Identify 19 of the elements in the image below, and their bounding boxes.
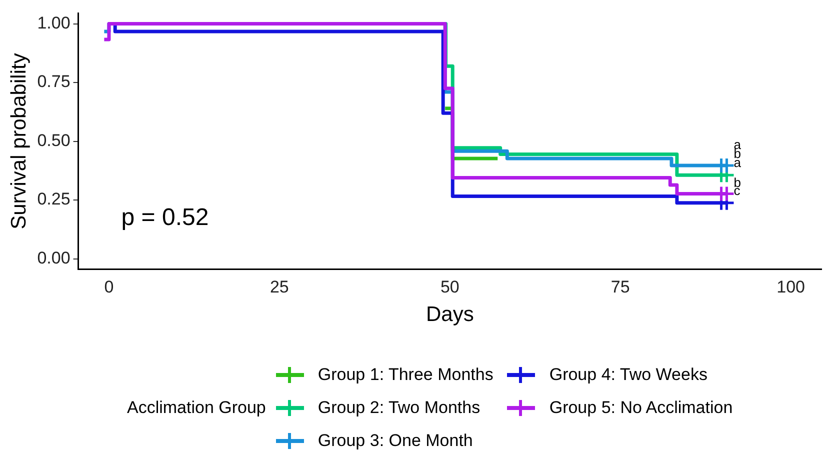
legend-label: Group 2: Two Months [318, 398, 480, 418]
legend-label: Group 5: No Acclimation [549, 398, 733, 418]
x-tick-label: 0 [104, 277, 114, 296]
y-tick-label: 0.50 [37, 130, 70, 150]
x-axis-title: Days [426, 303, 474, 326]
legend-label: Group 3: One Month [318, 430, 473, 450]
x-tick-label: 75 [610, 277, 630, 296]
legend-title: Acclimation Group [127, 398, 266, 418]
legend-label: Group 1: Three Months [318, 364, 494, 384]
y-axis-title: Survival probability [7, 52, 30, 230]
y-tick-label: 0.25 [37, 190, 70, 209]
legend-label: Group 4: Two Weeks [549, 364, 708, 384]
y-tick-label: 1.00 [37, 13, 70, 32]
x-tick-label: 50 [440, 277, 460, 296]
y-tick-label: 0.75 [37, 72, 70, 92]
y-tick-label: 0.00 [37, 248, 70, 268]
annotation: p = 0.52 [121, 204, 209, 231]
x-tick-label: 25 [270, 277, 289, 296]
x-tick-label: 100 [776, 277, 806, 296]
